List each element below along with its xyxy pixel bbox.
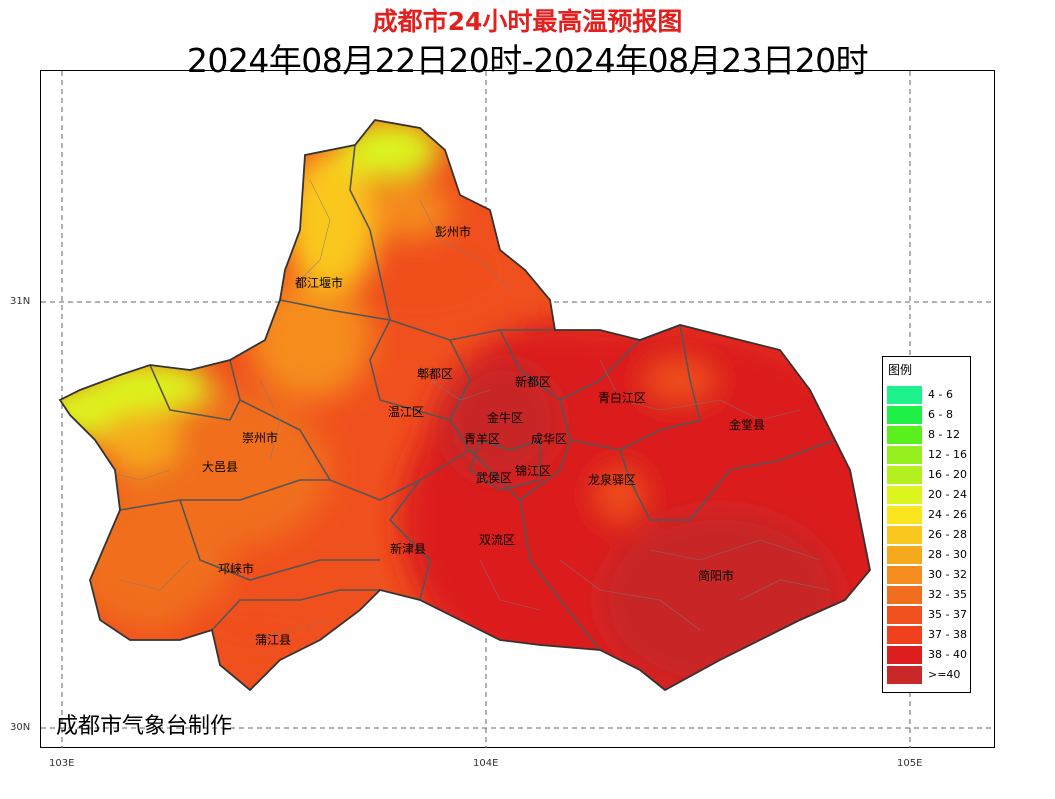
legend-swatch	[887, 406, 922, 424]
district-label-pidu: 郫都区	[417, 366, 453, 381]
tick-label-105e: 105E	[897, 758, 923, 769]
legend-swatch	[887, 626, 922, 644]
legend-swatch	[887, 566, 922, 584]
legend-label: 37 - 38	[928, 628, 967, 641]
legend-item: 37 - 38	[887, 626, 969, 644]
legend-item: 6 - 8	[887, 406, 969, 424]
legend-item: 16 - 20	[887, 466, 969, 484]
legend-label: 12 - 16	[928, 448, 967, 461]
district-label-shuangliu: 双流区	[479, 533, 515, 547]
district-label-xinjin: 新津县	[390, 541, 426, 556]
district-label-chenghua: 成华区	[531, 432, 567, 446]
legend-swatch	[887, 386, 922, 404]
legend-item: 4 - 6	[887, 386, 969, 404]
legend-swatch	[887, 466, 922, 484]
district-label-pengzhou: 彭州市	[435, 224, 471, 239]
district-boundaries	[119, 144, 836, 651]
legend-swatch	[887, 506, 922, 524]
legend-item: >=40	[887, 666, 969, 684]
legend-swatch	[887, 666, 922, 684]
legend-label: 24 - 26	[928, 508, 967, 521]
map-subtitle: 2024年08月22日20时-2024年08月23日20时	[186, 41, 869, 80]
legend-swatch	[887, 526, 922, 544]
district-label-wenjiang: 温江区	[388, 405, 424, 419]
legend-title: 图例	[888, 363, 913, 377]
district-labels: 彭州市 都江堰市 郫都区 新都区 青白江区 温江区 金牛区 青羊区 成华区 金堂…	[202, 224, 765, 647]
legend-label: 8 - 12	[928, 428, 960, 441]
map-frame	[40, 70, 995, 748]
district-label-jinniu: 金牛区	[487, 410, 523, 425]
district-label-jianyang: 简阳市	[698, 568, 734, 583]
legend-item: 24 - 26	[887, 506, 969, 524]
district-label-longquanyi: 龙泉驿区	[588, 473, 636, 487]
district-label-dujiangyan: 都江堰市	[295, 275, 343, 290]
district-label-dayi: 大邑县	[202, 460, 238, 474]
legend-label: 35 - 37	[928, 608, 967, 621]
tick-label-30n: 30N	[10, 722, 31, 733]
legend-swatch	[887, 426, 922, 444]
district-label-wuhou: 武侯区	[476, 471, 512, 485]
legend-item: 12 - 16	[887, 446, 969, 464]
district-label-qionglai: 邛崃市	[218, 561, 254, 576]
district-label-jintang: 金堂县	[729, 417, 765, 432]
legend-item: 35 - 37	[887, 606, 969, 624]
tick-label-103e: 103E	[49, 758, 75, 769]
legend-item: 28 - 30	[887, 546, 969, 564]
tick-label-104e: 104E	[473, 758, 499, 769]
graticule	[41, 71, 994, 748]
legend-label: 32 - 35	[928, 588, 967, 601]
legend-item: 38 - 40	[887, 646, 969, 664]
district-label-qingyang: 青羊区	[464, 431, 500, 446]
legend-item: 32 - 35	[887, 586, 969, 604]
legend-label: 28 - 30	[928, 548, 967, 561]
legend: 图例 4 - 6 6 - 8 8 - 12 12 - 16 16 - 20 20 - 24…	[882, 356, 971, 693]
legend-label: 20 - 24	[928, 488, 967, 501]
district-label-qingbaijiang: 青白江区	[598, 390, 646, 405]
legend-label: 30 - 32	[928, 568, 967, 581]
legend-swatch	[887, 486, 922, 504]
legend-swatch	[887, 586, 922, 604]
legend-swatch	[887, 546, 922, 564]
legend-swatch	[887, 646, 922, 664]
credit-text: 成都市气象台制作	[56, 714, 233, 739]
legend-item: 20 - 24	[887, 486, 969, 504]
district-label-chongzhou: 崇州市	[242, 430, 278, 445]
legend-label: 16 - 20	[928, 468, 967, 481]
legend-label: 6 - 8	[928, 408, 953, 421]
map-title: 成都市24小时最高温预报图	[372, 7, 683, 36]
legend-item: 8 - 12	[887, 426, 969, 444]
legend-item: 26 - 28	[887, 526, 969, 544]
legend-label: >=40	[928, 668, 961, 681]
legend-swatch	[887, 606, 922, 624]
legend-label: 38 - 40	[928, 648, 967, 661]
district-label-jinjiang: 锦江区	[515, 464, 551, 478]
district-label-xindu: 新都区	[515, 374, 551, 389]
legend-item: 30 - 32	[887, 566, 969, 584]
tick-label-31n: 31N	[10, 296, 31, 307]
district-label-pujiang: 蒲江县	[255, 633, 291, 647]
legend-label: 4 - 6	[928, 388, 953, 401]
township-boundaries	[99, 179, 831, 641]
legend-swatch	[887, 446, 922, 464]
legend-label: 26 - 28	[928, 528, 967, 541]
